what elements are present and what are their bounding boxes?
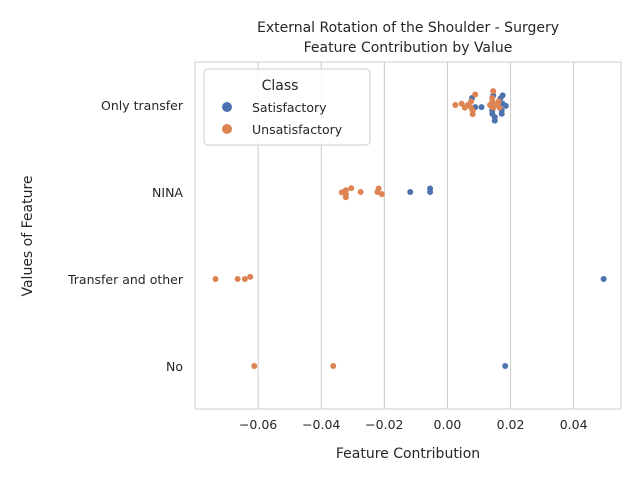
data-point-satisfactory [502, 102, 509, 109]
y-tick-label: No [166, 359, 183, 374]
x-tick-label: 0.04 [560, 417, 588, 432]
data-point-satisfactory [427, 189, 434, 195]
data-point-unsatisfactory [490, 104, 497, 111]
data-point-unsatisfactory [234, 276, 241, 282]
y-tick-labels: Only transfer NINA Transfer and other No [67, 98, 184, 374]
legend-marker-satisfactory [222, 102, 232, 112]
x-tick-label: 0.02 [497, 417, 525, 432]
chart-subtitle: Feature Contribution by Value [304, 40, 513, 56]
data-point-unsatisfactory [330, 363, 337, 369]
data-point-satisfactory [502, 363, 509, 369]
y-tick-label: NINA [152, 185, 183, 200]
x-tick-label: −0.02 [365, 417, 403, 432]
legend-title: Class [262, 78, 299, 94]
legend-marker-unsatisfactory [222, 124, 232, 134]
data-point-unsatisfactory [251, 363, 258, 369]
data-point-satisfactory [407, 189, 414, 195]
data-point-unsatisfactory [461, 104, 468, 111]
y-tick-label: Only transfer [101, 98, 184, 113]
data-point-unsatisfactory [452, 102, 459, 108]
data-points [212, 88, 607, 369]
data-point-unsatisfactory [469, 111, 476, 118]
x-tick-label: −0.06 [239, 417, 277, 432]
data-point-unsatisfactory [348, 185, 355, 192]
data-point-unsatisfactory [472, 91, 479, 98]
data-point-unsatisfactory [342, 194, 349, 201]
plot-area-frame [194, 61, 622, 410]
legend-box [203, 68, 371, 146]
y-axis-label: Values of Feature [20, 175, 36, 296]
legend-label-satisfactory: Satisfactory [252, 100, 327, 115]
x-tick-label: 0.00 [434, 417, 462, 432]
legend-label-unsatisfactory: Unsatisfactory [252, 122, 343, 137]
data-point-unsatisfactory [496, 104, 503, 111]
data-point-satisfactory [478, 104, 485, 111]
data-point-satisfactory [491, 117, 498, 124]
data-point-unsatisfactory [212, 276, 219, 282]
chart-title: External Rotation of the Shoulder - Surg… [257, 20, 559, 36]
x-tick-label: −0.04 [302, 417, 340, 432]
data-point-satisfactory [498, 110, 505, 117]
x-axis-label: Feature Contribution [336, 446, 480, 462]
data-point-unsatisfactory [378, 191, 385, 198]
data-point-satisfactory [600, 276, 607, 282]
legend: Class Satisfactory Unsatisfactory [203, 68, 371, 146]
data-point-unsatisfactory [357, 189, 364, 195]
y-tick-label: Transfer and other [67, 272, 184, 287]
data-point-unsatisfactory [490, 88, 497, 95]
data-point-unsatisfactory [241, 276, 248, 282]
data-point-unsatisfactory [247, 273, 254, 280]
x-tick-labels: −0.06 −0.04 −0.02 0.00 0.02 0.04 [239, 417, 588, 432]
